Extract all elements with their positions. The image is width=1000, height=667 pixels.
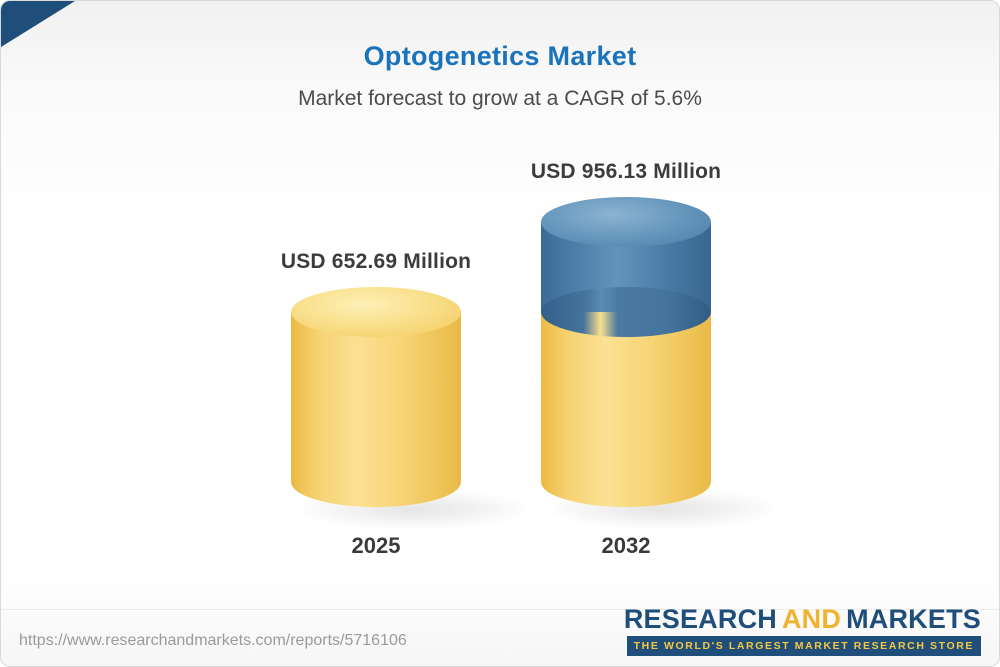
bar-2032-top-cap xyxy=(541,197,711,247)
value-label-2032: USD 956.13 Million xyxy=(530,160,722,183)
bar-2032: USD 956.13 Million xyxy=(531,160,721,507)
bar-2025-body xyxy=(291,312,461,507)
logo-word-research: RESEARCH xyxy=(623,604,777,634)
value-label-2025: USD 652.69 Million xyxy=(280,250,472,273)
chart-title: Optogenetics Market xyxy=(363,41,637,71)
footer-divider xyxy=(1,609,999,610)
bar-2032-junction xyxy=(541,287,711,337)
x-axis-label-2032: 2032 xyxy=(601,533,651,558)
logo-tagline: THE WORLD'S LARGEST MARKET RESEARCH STOR… xyxy=(626,636,981,656)
research-and-markets-logo: RESEARCH AND MARKETS THE WORLD'S LARGEST M… xyxy=(624,606,981,656)
bar-2032-base-segment xyxy=(541,312,711,507)
logo-word-markets: MARKETS xyxy=(846,604,981,634)
chart-subtitle: Market forecast to grow at a CAGR of 5.6… xyxy=(298,87,702,110)
logo-word-and: AND xyxy=(781,604,842,634)
bar-2025-top-cap xyxy=(291,287,461,337)
bar-2025: USD 652.69 Million xyxy=(281,250,471,507)
x-axis-label-2025: 2025 xyxy=(351,533,401,558)
report-url-link[interactable]: https://www.researchandmarkets.com/repor… xyxy=(19,632,407,649)
logo-wordmark: RESEARCH AND MARKETS xyxy=(624,606,981,633)
corner-accent-icon xyxy=(1,1,75,47)
